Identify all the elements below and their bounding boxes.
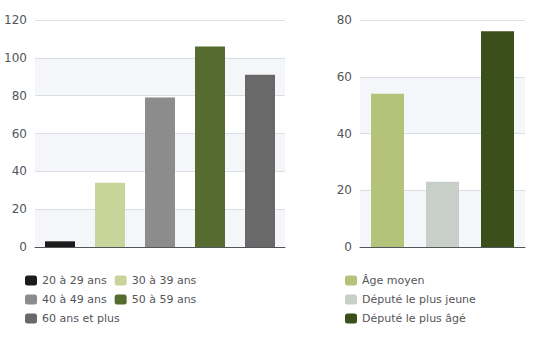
svg-text:50 à 59 ans: 50 à 59 ans (132, 293, 197, 306)
svg-text:0: 0 (344, 240, 352, 254)
svg-text:40 à 49 ans: 40 à 49 ans (42, 293, 107, 306)
svg-text:Député le plus jeune: Député le plus jeune (362, 293, 476, 306)
svg-text:40: 40 (12, 164, 27, 178)
svg-text:20 à 29 ans: 20 à 29 ans (42, 274, 107, 287)
svg-text:100: 100 (4, 51, 27, 65)
svg-text:Âge moyen: Âge moyen (362, 274, 424, 287)
svg-text:120: 120 (4, 13, 27, 27)
svg-text:40: 40 (337, 127, 352, 141)
svg-text:20: 20 (337, 183, 352, 197)
svg-text:20: 20 (12, 202, 27, 216)
svg-text:60: 60 (337, 70, 352, 84)
svg-text:Député le plus âgé: Député le plus âgé (362, 312, 466, 325)
svg-text:80: 80 (337, 13, 352, 27)
svg-text:60: 60 (12, 127, 27, 141)
svg-text:80: 80 (12, 89, 27, 103)
svg-text:60 ans et plus: 60 ans et plus (42, 312, 120, 325)
svg-text:30 à 39 ans: 30 à 39 ans (132, 274, 197, 287)
svg-text:0: 0 (19, 240, 27, 254)
